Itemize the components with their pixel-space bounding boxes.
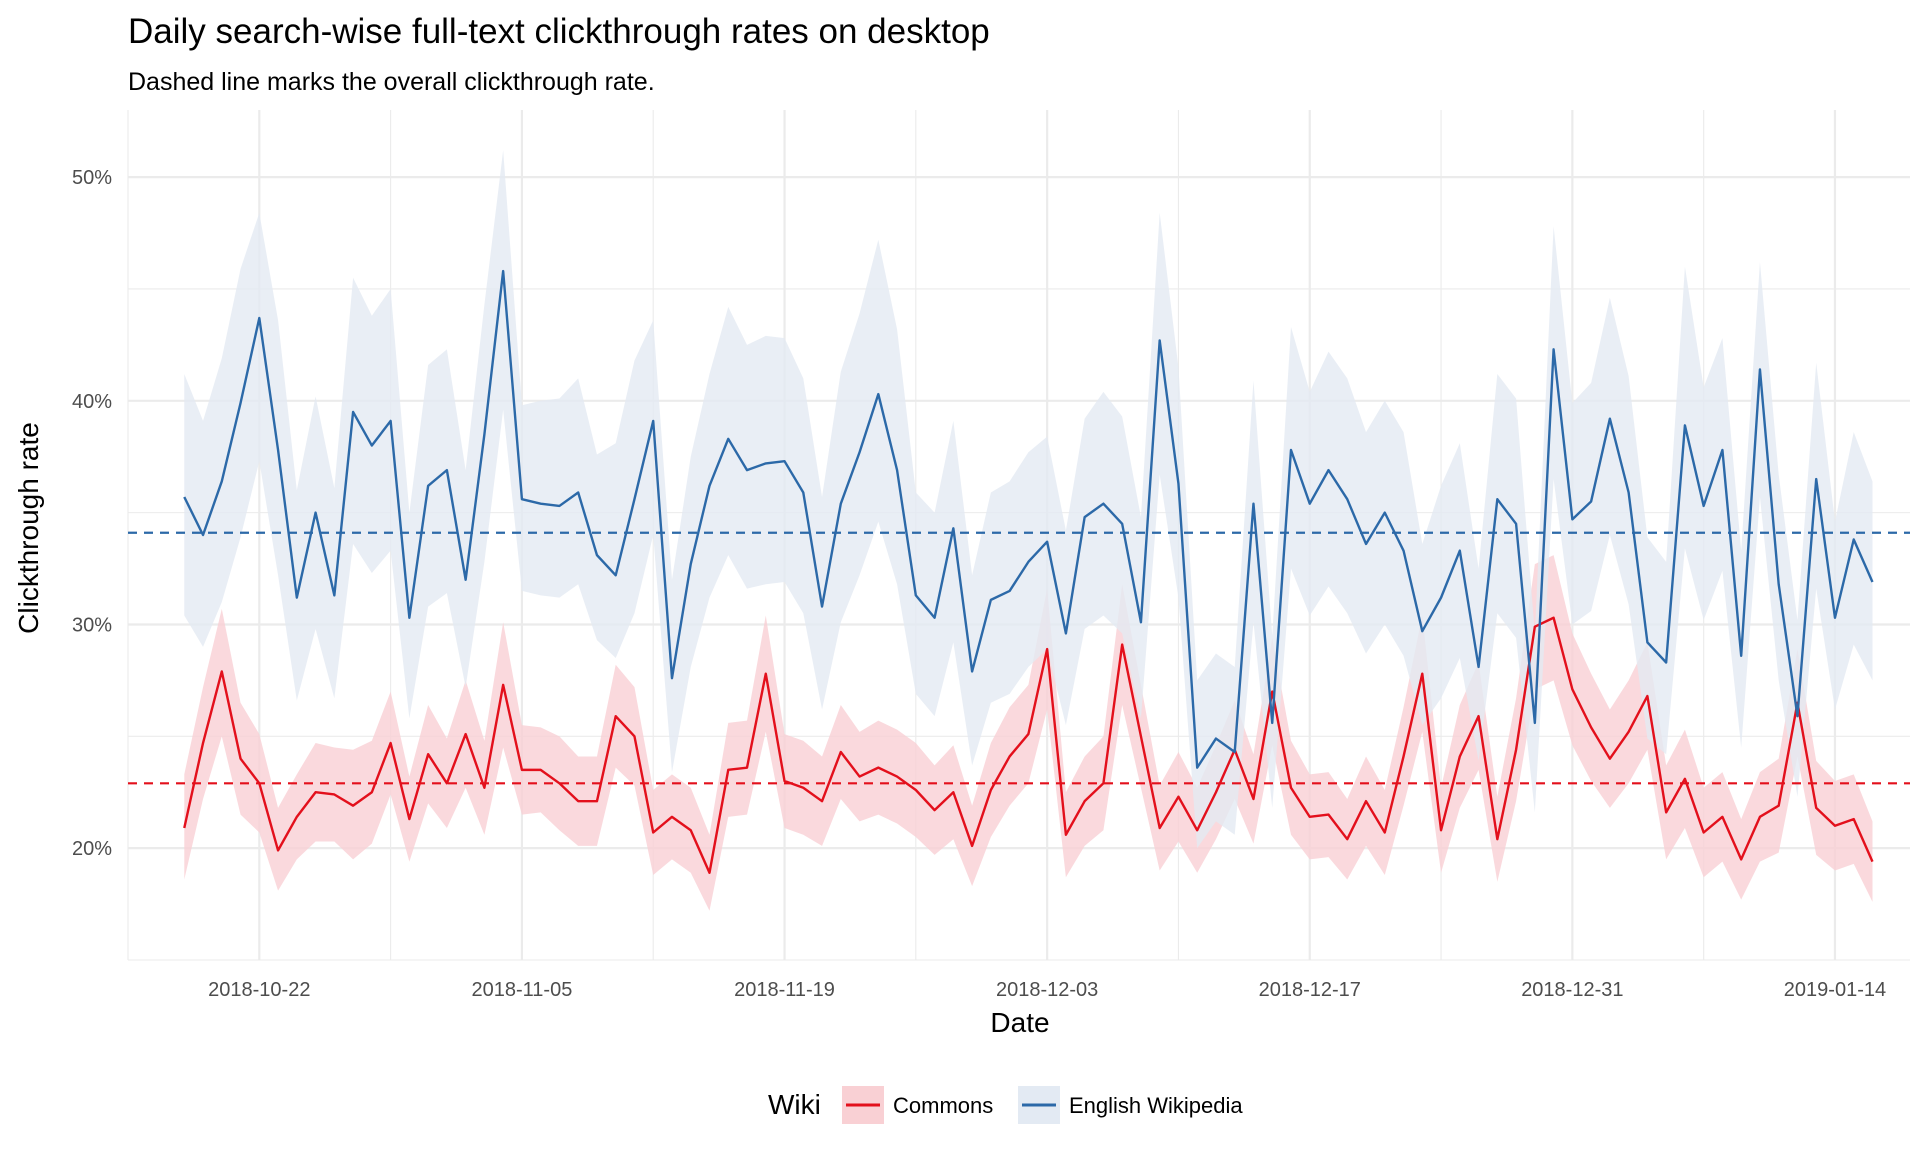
x-tick-label: 2018-11-19 bbox=[734, 979, 835, 1001]
band-english-wikipedia bbox=[184, 150, 1873, 849]
series-line-commons bbox=[183, 616, 1874, 874]
chart-subtitle: Dashed line marks the overall clickthrou… bbox=[128, 68, 655, 96]
series-lines bbox=[183, 269, 1874, 874]
legend: Wiki Commons English Wikipedia bbox=[768, 1086, 1243, 1124]
y-tick-label: 20% bbox=[72, 838, 112, 860]
chart-title: Daily search-wise full-text clickthrough… bbox=[128, 12, 990, 51]
legend-item-english-wikipedia: English Wikipedia bbox=[1018, 1086, 1243, 1124]
x-tick-label: 2018-10-22 bbox=[208, 979, 310, 1001]
x-tick-label: 2018-12-31 bbox=[1521, 979, 1623, 1001]
x-axis-ticks: 2018-10-22 2018-11-05 2018-11-19 2018-12-03… bbox=[208, 979, 1886, 1001]
y-tick-label: 50% bbox=[72, 167, 112, 189]
legend-item-commons: Commons bbox=[842, 1086, 993, 1124]
y-axis-title: Clickthrough rate bbox=[13, 422, 44, 634]
legend-label-english-wikipedia: English Wikipedia bbox=[1069, 1093, 1243, 1118]
legend-label-commons: Commons bbox=[893, 1093, 993, 1118]
x-tick-label: 2019-01-14 bbox=[1784, 979, 1886, 1001]
x-axis-title: Date bbox=[990, 1007, 1049, 1038]
legend-title: Wiki bbox=[768, 1089, 821, 1120]
y-axis-ticks: 20% 30% 40% 50% bbox=[72, 167, 112, 860]
x-tick-label: 2018-12-03 bbox=[996, 979, 1098, 1001]
overall-rate-lines bbox=[128, 531, 1910, 785]
x-tick-label: 2018-12-17 bbox=[1259, 979, 1361, 1001]
series-line-english-wikipedia bbox=[183, 269, 1874, 769]
y-tick-label: 40% bbox=[72, 391, 112, 413]
y-tick-label: 30% bbox=[72, 614, 112, 636]
x-tick-label: 2018-11-05 bbox=[472, 979, 573, 1001]
